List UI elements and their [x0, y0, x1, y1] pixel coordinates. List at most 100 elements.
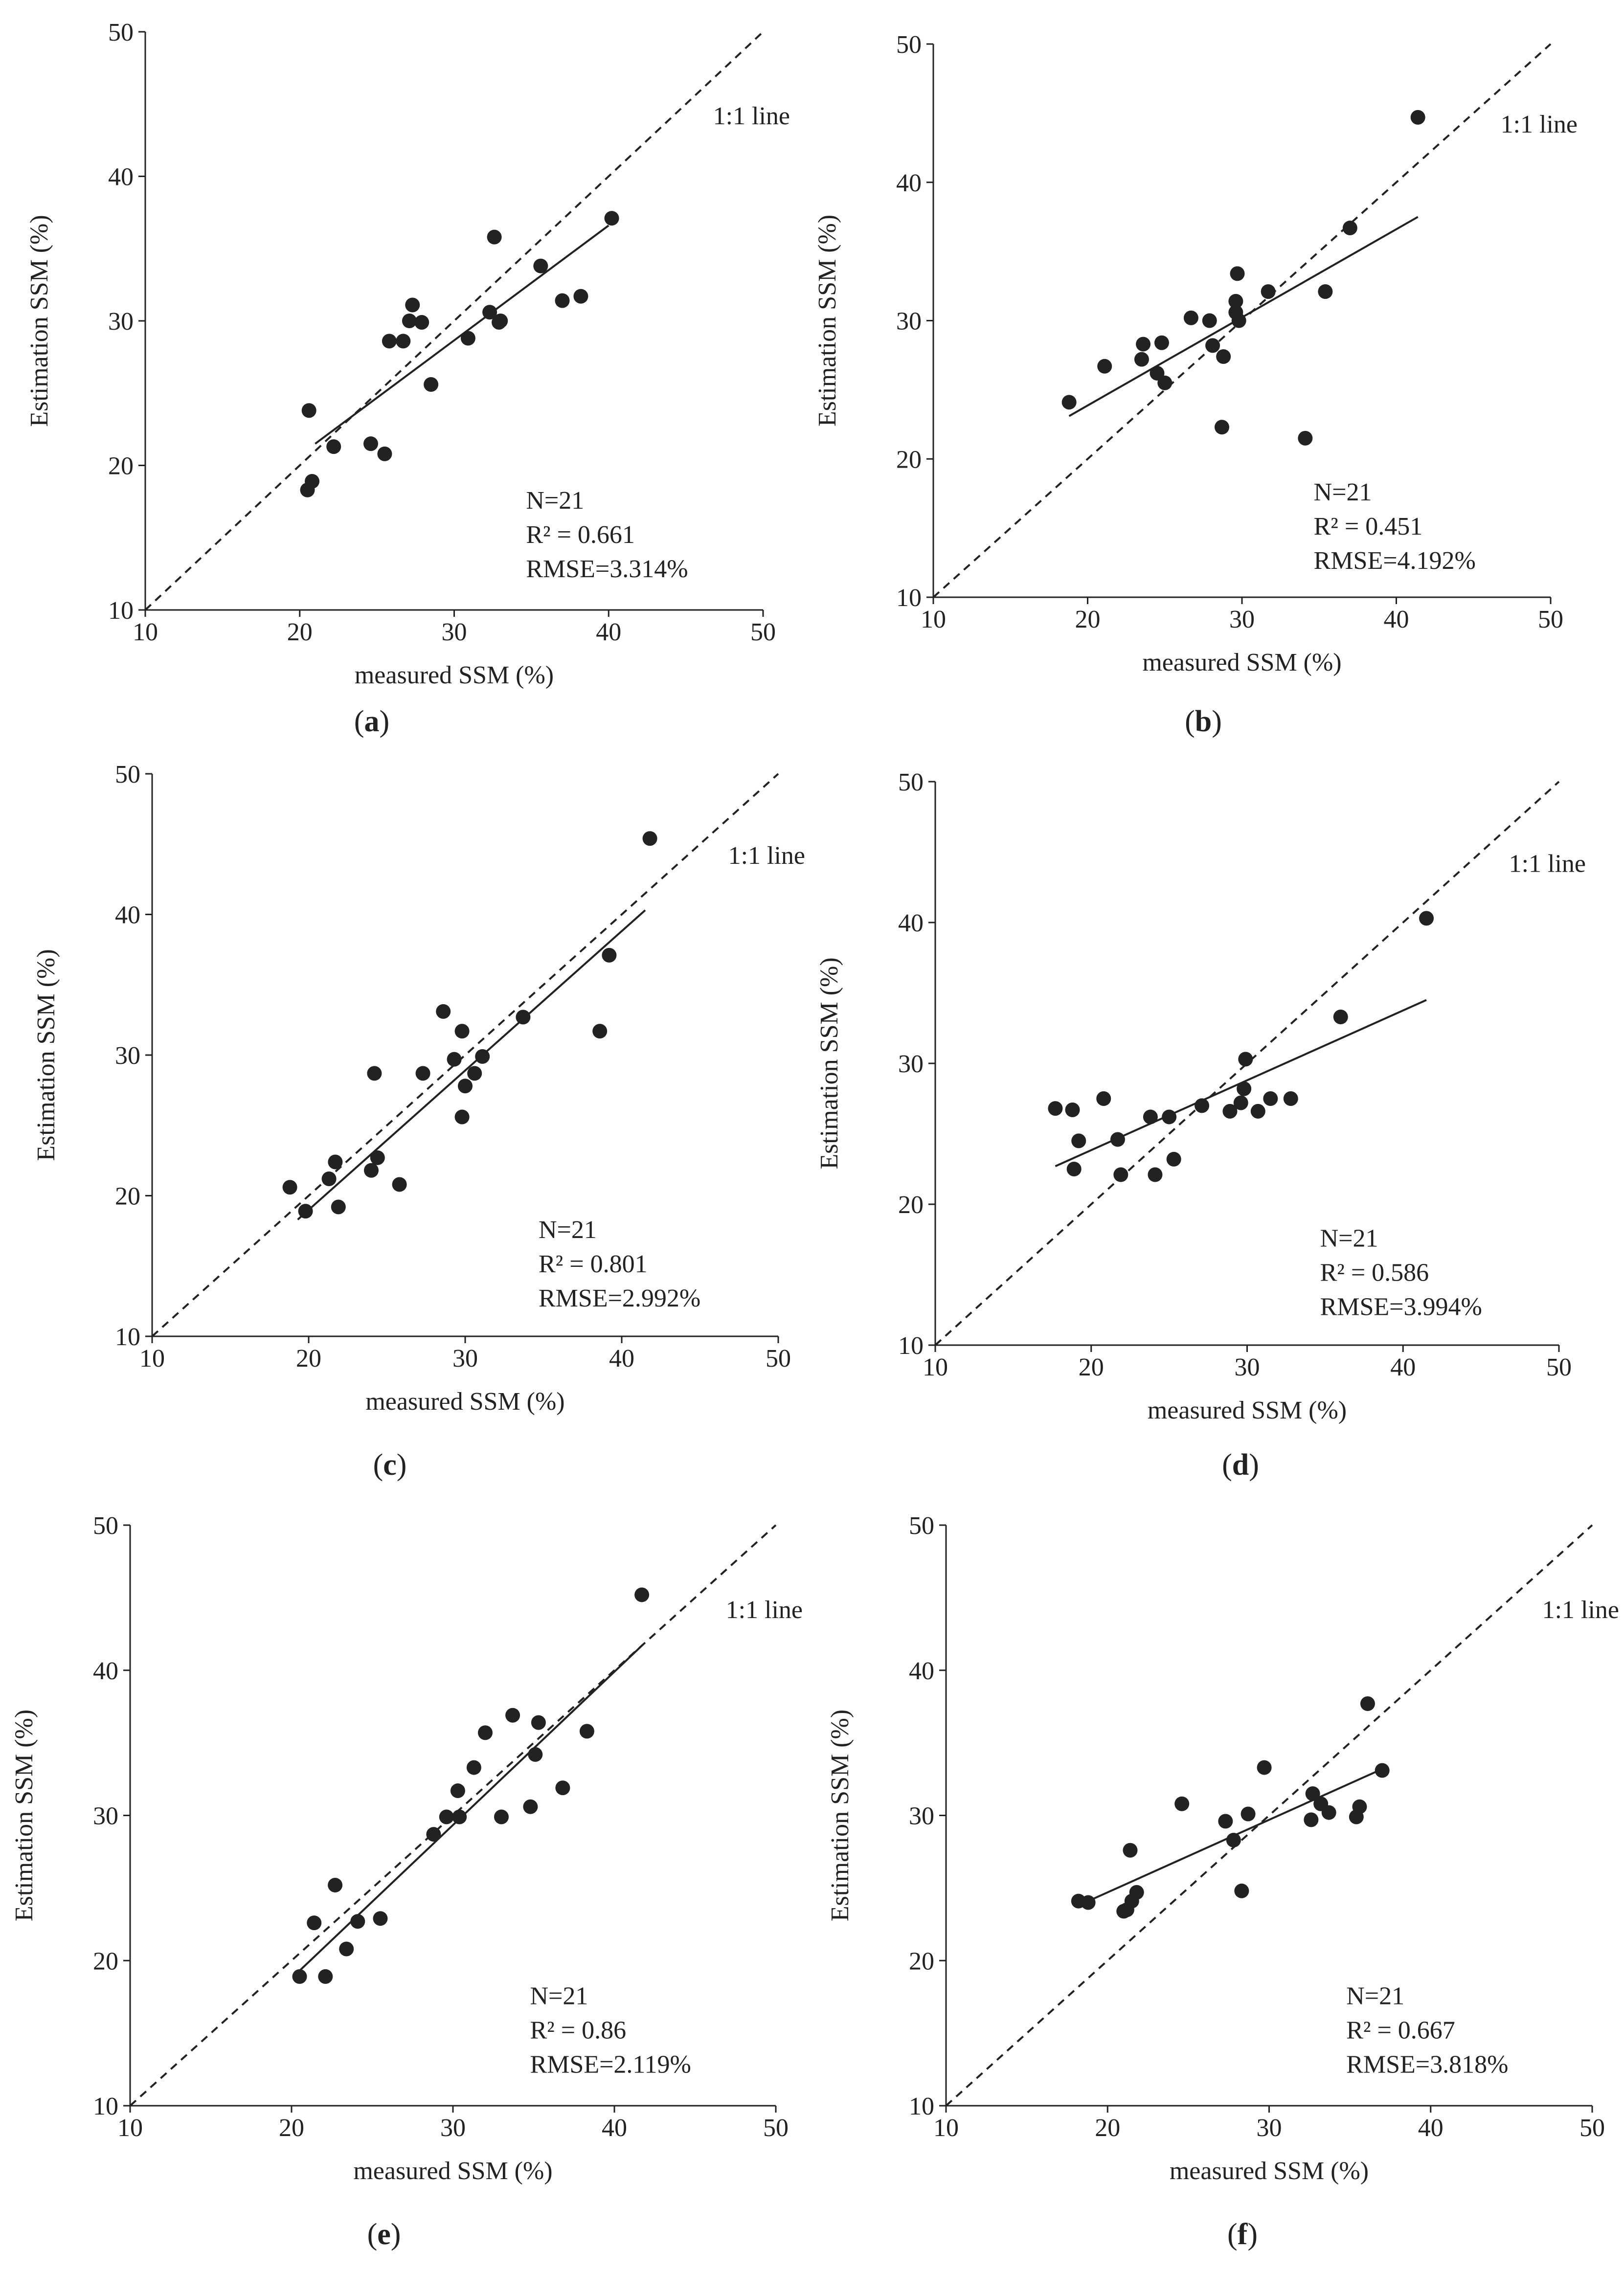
panel-d: 10 20 30 40 50 10 20 30 40 50 measured SSM (%) Esti…: [815, 768, 1586, 1482]
x-tick-label: 10: [117, 2114, 143, 2142]
data-point: [450, 1783, 465, 1799]
stat-r2: R² = 0.667: [1346, 2016, 1455, 2044]
panel-letter: a: [364, 705, 380, 738]
data-point: [405, 297, 420, 313]
one-to-one-line: [934, 781, 1560, 1346]
data-point: [1321, 1805, 1336, 1820]
y-tick-label: 40: [909, 1657, 934, 1685]
data-point: [1342, 221, 1357, 236]
data-point: [1231, 313, 1246, 328]
stat-r2: R² = 0.86: [530, 2016, 627, 2044]
data-point: [1202, 313, 1217, 328]
y-tick-label: 40: [115, 901, 140, 929]
data-point: [1263, 1091, 1278, 1106]
x-tick-label: 40: [602, 2114, 627, 2142]
data-point: [367, 1066, 382, 1081]
regression-line: [297, 1643, 644, 1973]
x-tick-label: 40: [1384, 606, 1409, 633]
one-to-one-label: 1:1 line: [713, 102, 790, 130]
y-axis-title: Estimation SSM (%): [32, 949, 60, 1161]
stat-rmse: RMSE=3.314%: [526, 555, 688, 583]
data-point: [1065, 1103, 1080, 1118]
stat-n: N=21: [526, 487, 584, 515]
y-tick-label: 10: [93, 2093, 118, 2120]
panel-label: (b): [1185, 705, 1222, 738]
one-to-one-label: 1:1 line: [728, 842, 805, 870]
one-to-one-line: [151, 773, 779, 1337]
data-point: [516, 1010, 531, 1025]
x-tick-label: 20: [1079, 1353, 1104, 1381]
data-point: [307, 1915, 322, 1931]
data-point: [466, 1760, 481, 1775]
data-point: [1123, 1843, 1138, 1858]
panel-letter: b: [1195, 705, 1212, 738]
data-point: [1419, 911, 1434, 926]
data-point: [1071, 1133, 1086, 1148]
data-point: [1238, 1052, 1253, 1067]
data-point: [602, 947, 617, 963]
data-point: [1162, 1109, 1177, 1125]
data-point: [634, 1587, 650, 1602]
data-point: [642, 831, 657, 846]
y-tick-label: 20: [115, 1183, 140, 1211]
x-tick-label: 50: [763, 2114, 789, 2142]
data-point: [1154, 335, 1169, 350]
data-point: [364, 1163, 379, 1178]
data-point: [331, 1199, 346, 1215]
data-point: [1234, 1883, 1249, 1898]
data-point: [531, 1715, 546, 1730]
data-point: [292, 1969, 307, 1984]
data-point: [328, 1877, 343, 1892]
x-tick-label: 10: [921, 606, 946, 633]
x-tick-label: 40: [609, 1345, 634, 1373]
data-point: [1226, 1832, 1241, 1847]
one-to-one-line: [129, 1524, 777, 2107]
x-tick-label: 40: [1390, 1353, 1416, 1381]
data-point: [1148, 1167, 1163, 1182]
data-point: [392, 1177, 407, 1192]
data-point: [1257, 1760, 1272, 1775]
data-point: [555, 293, 570, 308]
y-tick-label: 20: [898, 1191, 924, 1219]
data-point: [1410, 110, 1425, 125]
x-tick-label: 50: [1546, 1353, 1572, 1381]
y-tick-label: 10: [896, 584, 922, 612]
data-point: [1174, 1796, 1190, 1811]
stat-r2: R² = 0.801: [539, 1250, 648, 1278]
panel-f: 10 20 30 40 50 10 20 30 40 50 measured SSM (%) Esti…: [826, 1512, 1619, 2251]
stat-rmse: RMSE=2.992%: [539, 1284, 700, 1312]
y-axis-title: Estimation SSM (%): [813, 215, 841, 427]
data-point: [1261, 284, 1276, 299]
data-point: [373, 1911, 388, 1926]
data-point: [592, 1024, 608, 1039]
x-axis-title: measured SSM (%): [1170, 2157, 1369, 2185]
one-to-one-label: 1:1 line: [1501, 111, 1578, 138]
data-point: [1250, 1103, 1265, 1119]
panel-letter: c: [383, 1448, 397, 1482]
x-tick-label: 30: [442, 618, 467, 646]
panel-b: 10 20 30 40 50 10 20 30 40 50 measured SSM (%) Esti…: [813, 31, 1578, 738]
data-point: [1143, 1109, 1158, 1125]
y-tick-label: 50: [108, 19, 134, 46]
data-point: [1214, 420, 1229, 435]
data-point: [505, 1708, 520, 1723]
data-point: [326, 439, 341, 454]
stat-n: N=21: [530, 1982, 588, 2010]
data-point: [1081, 1895, 1096, 1910]
y-tick-label: 20: [93, 1947, 118, 1975]
data-point: [460, 331, 475, 346]
data-point: [482, 305, 497, 320]
x-tick-label: 10: [133, 618, 158, 646]
y-tick-label: 30: [115, 1042, 140, 1070]
data-point: [370, 1150, 385, 1165]
data-point: [396, 334, 411, 349]
data-point: [318, 1969, 333, 1984]
data-point: [363, 436, 378, 451]
x-tick-label: 30: [1257, 2114, 1282, 2142]
x-tick-label: 40: [1418, 2114, 1444, 2142]
x-axis-title: measured SSM (%): [355, 661, 554, 689]
y-tick-label: 10: [898, 1332, 924, 1360]
data-point: [604, 211, 619, 226]
data-point: [478, 1725, 493, 1740]
